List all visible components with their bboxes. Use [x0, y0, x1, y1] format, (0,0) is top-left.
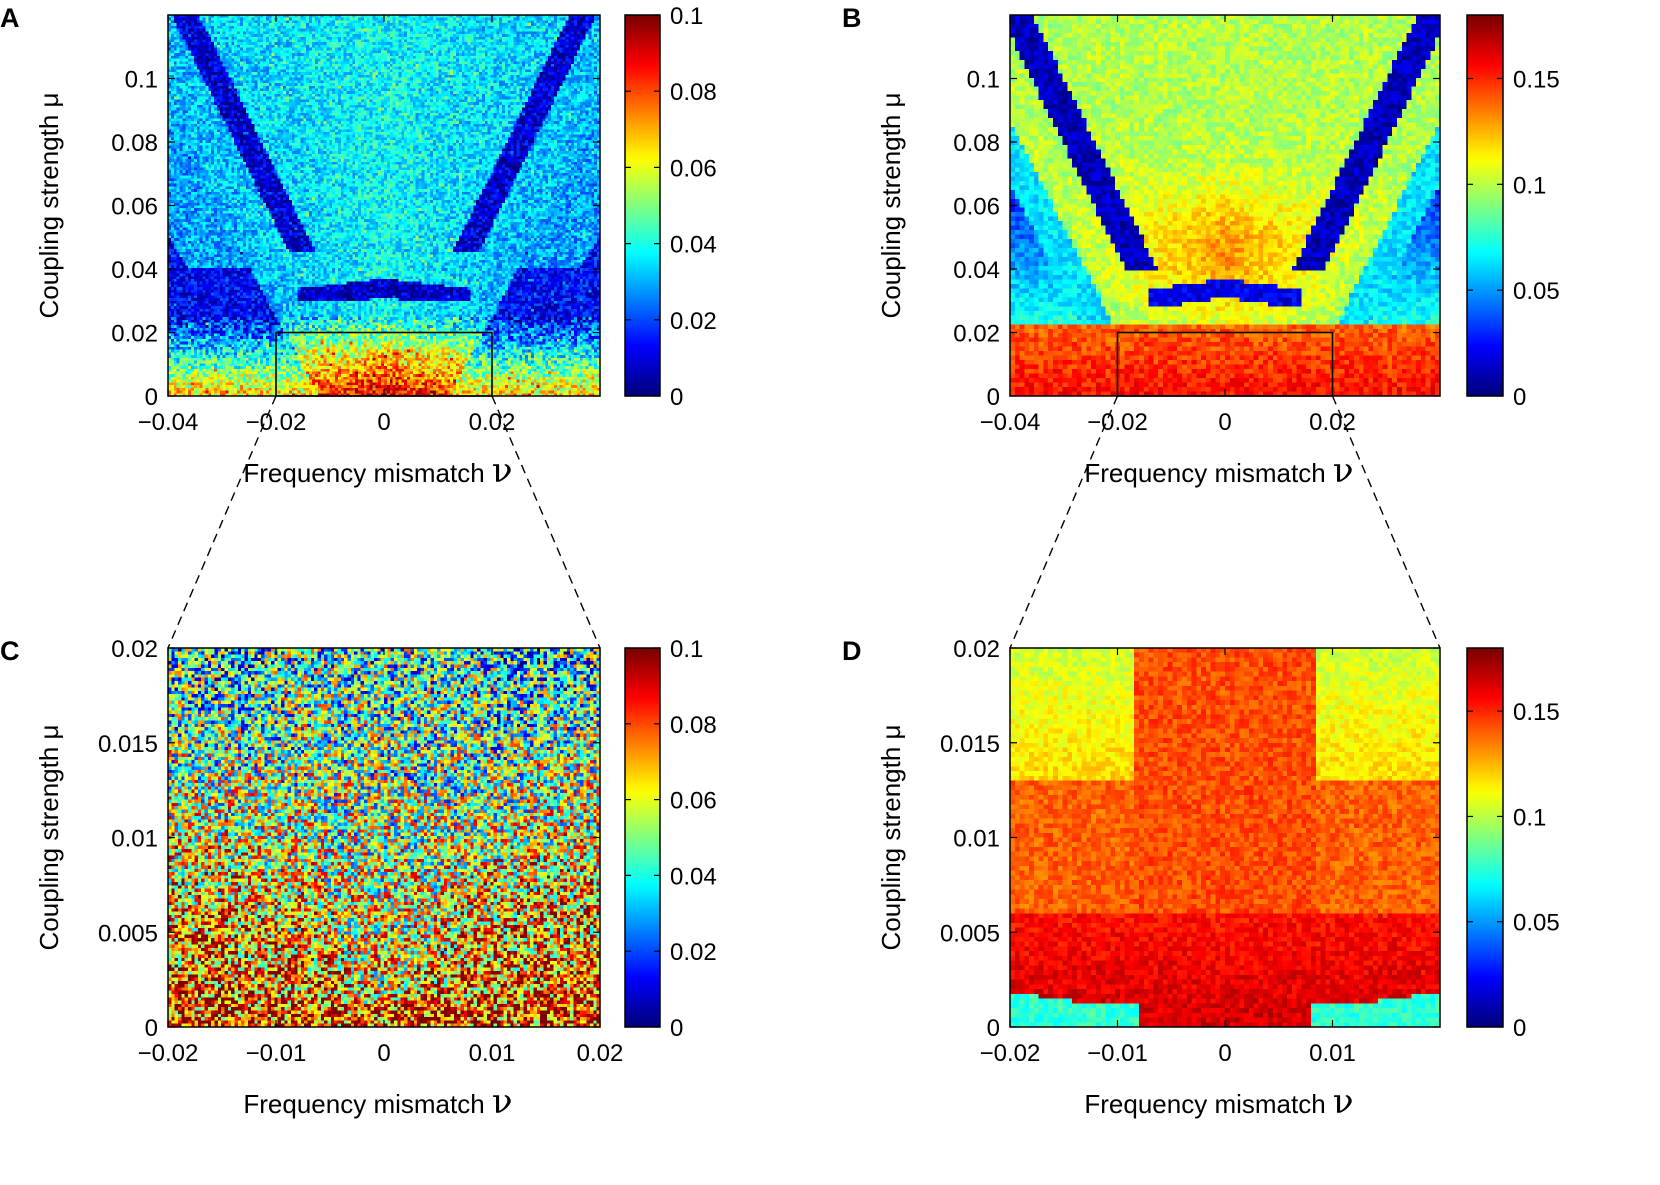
y-tick-label-b: 0.06: [953, 194, 1000, 221]
zoom-box-a: [275, 331, 493, 397]
colorbar-tick-label-a: 0.04: [670, 232, 717, 259]
x-tick-label-a: 0.02: [469, 409, 516, 436]
y-tick-label-a: 0.08: [111, 130, 158, 157]
y-tick-label-d: 0.015: [940, 731, 1000, 758]
colorbar-tick-label-c: 0.06: [670, 788, 717, 815]
colorbar-tick-label-d: 0.1: [1513, 804, 1546, 831]
y-tick-label-b: 0.04: [953, 257, 1000, 284]
heatmap-images-layer: [168, 15, 1503, 1027]
y-tick-label-b: 0.02: [953, 321, 1000, 348]
x-axis-label-d: Frequency mismatch ν: [1084, 1082, 1353, 1122]
colorbar-gradient-c: [625, 648, 660, 1027]
x-tick-label-b: −0.02: [1087, 409, 1148, 436]
x-tick-label-b: 0: [1218, 409, 1231, 436]
x-tick-label-c: 0.01: [469, 1040, 516, 1067]
zoom-box-b: [1116, 331, 1334, 397]
colorbar-tick-label-d: 0.15: [1513, 699, 1560, 726]
axes-layer: −0.04 −0.02 0 0.0200.020.040.060.080.1Frequ…: [0, 3, 1560, 1122]
panel-label-a: A: [0, 3, 20, 33]
colorbar-tick-label-d: 0.05: [1513, 910, 1560, 937]
colorbar-frame-d: [1466, 647, 1504, 1028]
colorbar-tick-label-b: 0.05: [1513, 278, 1560, 305]
y-tick-label-c: 0.005: [98, 920, 158, 947]
y-tick-label-b: 0.1: [967, 67, 1000, 94]
colorbar-gradient-b: [1467, 15, 1503, 396]
y-tick-label-b: 0.08: [953, 130, 1000, 157]
colorbar-tick-label-b: 0.15: [1513, 67, 1560, 94]
y-tick-label-d: 0.01: [953, 826, 1000, 853]
x-tick-label-c: −0.02: [138, 1040, 199, 1067]
colorbar-tick-label-a: 0.06: [670, 155, 717, 182]
zoom-connector-right-b: [1331, 395, 1441, 649]
y-axis-label-a: Coupling strength μ: [34, 92, 64, 318]
y-tick-label-a: 0.02: [111, 321, 158, 348]
x-tick-label-a: −0.02: [246, 409, 307, 436]
x-axis-label-a: Frequency mismatch ν: [243, 451, 512, 491]
colorbar-tick-label-a: 0.08: [670, 79, 717, 106]
y-tick-label-d: 0: [987, 1015, 1000, 1042]
colorbar-tick-label-c: 0.04: [670, 863, 717, 890]
y-tick-label-c: 0: [145, 1015, 158, 1042]
y-tick-label-d: 0.02: [953, 636, 1000, 663]
x-tick-label-c: 0.02: [577, 1040, 624, 1067]
colorbar-tick-label-d: 0: [1513, 1015, 1526, 1042]
x-tick-label-d: −0.02: [980, 1040, 1041, 1067]
x-tick-label-d: 0.01: [1309, 1040, 1356, 1067]
x-tick-label-b: −0.04: [980, 409, 1041, 436]
y-tick-label-a: 0: [145, 384, 158, 411]
y-axis-label-c: Coupling strength μ: [34, 724, 64, 950]
x-tick-label-d: −0.01: [1087, 1040, 1148, 1067]
zoom-connector-left-a: [167, 395, 277, 649]
colorbar-tick-label-b: 0.1: [1513, 172, 1546, 199]
x-tick-label-a: −0.04: [138, 409, 199, 436]
x-axis-label-b: Frequency mismatch ν: [1084, 451, 1353, 491]
colorbar-frame-b: [1466, 14, 1504, 397]
y-axis-label-b: Coupling strength μ: [876, 92, 906, 318]
y-tick-label-c: 0.01: [111, 826, 158, 853]
colorbar-tick-label-c: 0.08: [670, 712, 717, 739]
x-axis-label-c: Frequency mismatch ν: [243, 1082, 512, 1122]
colorbar-tick-label-a: 0.02: [670, 308, 717, 335]
panel-label-c: C: [0, 636, 20, 666]
y-tick-label-c: 0.02: [111, 636, 158, 663]
x-tick-label-a: 0: [377, 409, 390, 436]
y-axis-label-d: Coupling strength μ: [876, 724, 906, 950]
zoom-overlay-layer: [167, 331, 1441, 649]
zoom-connector-right-a: [491, 395, 601, 649]
heatmap-image-d: [1010, 648, 1440, 1027]
colorbar-frame-a: [624, 14, 661, 397]
y-tick-label-c: 0.015: [98, 731, 158, 758]
zoom-connector-left-b: [1009, 395, 1119, 649]
colorbar-tick-label-a: 0.1: [670, 3, 703, 30]
y-tick-label-d: 0.005: [940, 920, 1000, 947]
colorbar-tick-label-c: 0.1: [670, 636, 703, 663]
x-tick-label-d: 0: [1218, 1040, 1231, 1067]
y-tick-label-a: 0.06: [111, 194, 158, 221]
panel-label-d: D: [842, 636, 862, 666]
y-tick-label-b: 0: [987, 384, 1000, 411]
colorbar-gradient-a: [625, 15, 660, 396]
y-tick-label-a: 0.04: [111, 257, 158, 284]
x-tick-label-c: 0: [377, 1040, 390, 1067]
y-tick-label-a: 0.1: [125, 67, 158, 94]
colorbar-tick-label-b: 0: [1513, 384, 1526, 411]
colorbar-tick-label-c: 0: [670, 1015, 683, 1042]
colorbar-gradient-d: [1467, 648, 1503, 1027]
colorbar-tick-label-a: 0: [670, 384, 683, 411]
panel-label-b: B: [842, 3, 862, 33]
heatmap-image-a: [168, 15, 600, 396]
colorbar-frame-c: [624, 647, 661, 1028]
heatmap-image-b: [1010, 15, 1440, 396]
x-tick-label-b: 0.02: [1309, 409, 1356, 436]
colorbar-tick-label-c: 0.02: [670, 939, 717, 966]
heatmap-image-c: [168, 648, 600, 1027]
x-tick-label-c: −0.01: [246, 1040, 307, 1067]
